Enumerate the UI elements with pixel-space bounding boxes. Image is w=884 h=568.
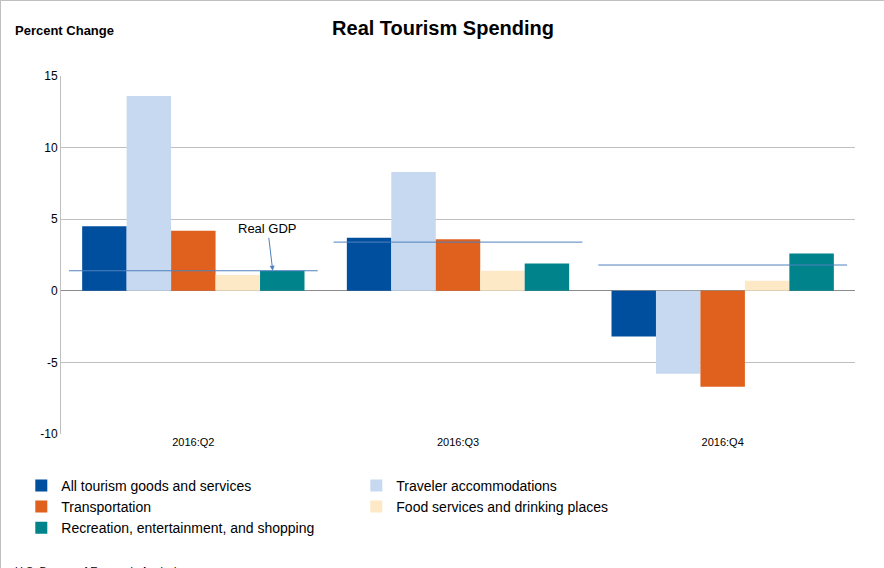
svg-text:5: 5 [51, 212, 58, 226]
svg-text:All tourism goods and services: All tourism goods and services [61, 478, 251, 494]
svg-text:Real Tourism Spending: Real Tourism Spending [332, 17, 554, 39]
svg-text:Real GDP: Real GDP [238, 221, 297, 236]
svg-text:0: 0 [51, 284, 58, 298]
svg-text:U.S. Bureau of Economic Analys: U.S. Bureau of Economic Analysis [15, 565, 182, 568]
svg-text:-5: -5 [47, 356, 58, 370]
svg-text:Percent Change: Percent Change [15, 23, 114, 38]
svg-text:Food services and drinking pla: Food services and drinking places [396, 499, 608, 515]
svg-text:Transportation: Transportation [61, 499, 151, 515]
svg-text:2016:Q3: 2016:Q3 [437, 436, 479, 448]
svg-text:Traveler accommodations: Traveler accommodations [396, 478, 557, 494]
svg-text:Recreation, entertainment, and: Recreation, entertainment, and shopping [61, 520, 314, 536]
svg-text:2016:Q2: 2016:Q2 [172, 436, 214, 448]
svg-text:-10: -10 [40, 427, 58, 441]
svg-text:15: 15 [44, 69, 58, 83]
svg-text:2016:Q4: 2016:Q4 [702, 436, 744, 448]
svg-text:10: 10 [44, 141, 58, 155]
